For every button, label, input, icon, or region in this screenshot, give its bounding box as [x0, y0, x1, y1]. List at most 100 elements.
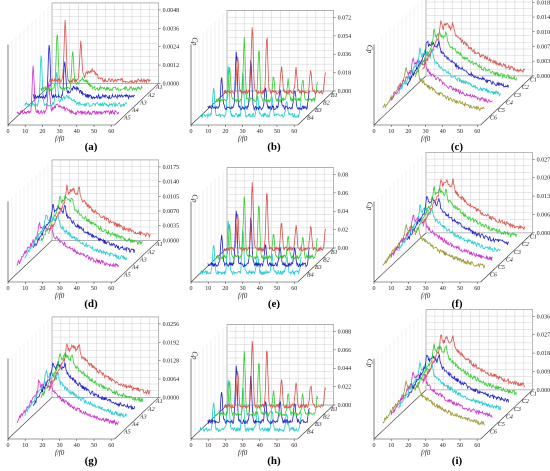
series-label-B1: B1 [331, 250, 338, 256]
x-axis-label: f/f0 [55, 135, 65, 143]
series-label-A4: A4 [131, 421, 139, 428]
series-line-C6 [382, 224, 485, 269]
x-tick-label: 60 [474, 443, 480, 449]
back-wall-grid [373, 0, 533, 126]
series-label-A2: A2 [147, 250, 155, 256]
series-line-A2 [40, 34, 143, 92]
x-tick-label: 50 [91, 443, 97, 449]
y-tick-label: 0.018 [338, 71, 352, 77]
depth-axis-line-left [373, 389, 427, 440]
x-tick-label: 40 [74, 443, 80, 449]
y-tick-label: 0.009 [537, 369, 550, 375]
series-label-B1: B1 [331, 93, 338, 99]
series-line-C6 [382, 380, 485, 426]
y-tick-label: 0.0024 [163, 45, 180, 51]
y-tick-label: 0.027 [537, 333, 550, 339]
x-tick-label: 0 [373, 129, 376, 135]
series-line-A4 [24, 55, 127, 108]
series-label-C6: C6 [490, 115, 497, 121]
depth-axis-line-left [190, 90, 228, 126]
x-axis-label: f/f0 [421, 449, 431, 457]
depth-axis-line-left [7, 83, 53, 126]
series-line-C1 [422, 178, 525, 231]
series-label-C3: C3 [514, 250, 521, 256]
series-label-C6: C6 [490, 272, 497, 278]
depth-axis-line-right [114, 83, 159, 126]
x-tick-label: 40 [257, 286, 263, 292]
y-tick-label: 0.0068 [537, 212, 550, 218]
series-label-A4: A4 [131, 264, 139, 271]
x-tick-label: 20 [39, 129, 45, 135]
series-line-B2 [215, 37, 318, 104]
x-tick-label: 50 [91, 286, 97, 292]
series-label-C4: C4 [506, 413, 513, 420]
depth-axis-line-left [7, 240, 53, 283]
x-tick-label: 50 [457, 129, 463, 135]
series-label-C2: C2 [522, 399, 529, 405]
series-label-B4: B4 [307, 114, 314, 121]
series-line-B3 [207, 365, 310, 426]
series-line-C5 [390, 56, 493, 104]
x-tick-label: 40 [257, 443, 263, 449]
series-label-C2: C2 [522, 85, 529, 91]
series-label-A1: A1 [155, 399, 163, 405]
x-tick-label: 60 [108, 443, 114, 449]
x-tick-label: 60 [291, 129, 297, 135]
y-tick-label: 0.0144 [537, 15, 550, 21]
x-axis-label: f/f0 [238, 292, 248, 300]
series-line-A5 [16, 379, 119, 426]
x-tick-label: 60 [108, 286, 114, 292]
x-tick-label: 40 [74, 129, 80, 135]
y-tick-label: 0.018 [537, 351, 550, 357]
y-tick-label: 0.022 [338, 385, 352, 391]
series-line-A3 [32, 44, 135, 100]
x-tick-label: 0 [373, 443, 376, 449]
series-line-C3 [406, 196, 509, 246]
x-tick-label: 10 [22, 129, 28, 135]
depth-axis-line-right [480, 75, 533, 126]
x-tick-label: 40 [440, 129, 446, 135]
y-tick-label: 0.088 [338, 329, 352, 335]
y-tick-label: 0.0256 [163, 322, 180, 328]
x-tick-label: 0 [190, 129, 193, 135]
series-line-C2 [414, 343, 517, 396]
series-line-A3 [32, 203, 135, 253]
x-tick-label: 20 [405, 129, 411, 135]
x-tick-label: 10 [388, 129, 394, 135]
x-tick-label: 30 [57, 443, 63, 449]
series-line-B3 [207, 51, 310, 112]
series-line-C5 [390, 371, 493, 419]
y-tick-label: 0.0000 [537, 74, 550, 80]
y-tick-label: 0.02 [338, 228, 349, 234]
depth-axis-line-left [373, 232, 427, 283]
y-axis-label: Cp [191, 194, 199, 203]
x-tick-label: 40 [440, 443, 446, 449]
panel-label: (b) [267, 141, 281, 153]
y-tick-label: 0.0000 [163, 395, 180, 401]
y-tick-label: 0.0192 [163, 340, 180, 346]
y-tick-label: 0.0105 [163, 194, 180, 200]
series-label-A5: A5 [123, 429, 131, 435]
x-tick-label: 60 [108, 129, 114, 135]
y-axis-label: Cp [191, 351, 199, 360]
panel-label: (g) [85, 455, 98, 467]
series-label-B4: B4 [307, 428, 314, 435]
depth-axis-line-left [190, 247, 228, 283]
x-axis-label: f/f0 [55, 292, 65, 300]
depth-axis-line-right [297, 90, 334, 126]
x-tick-label: 10 [205, 443, 211, 449]
y-tick-label: 0.0272 [537, 157, 550, 163]
y-axis-label: Cp [191, 37, 199, 46]
series-label-A2: A2 [147, 93, 155, 99]
series-line-C5 [390, 214, 493, 261]
series-label-C5: C5 [498, 422, 505, 428]
x-axis-label: f/f0 [421, 292, 431, 300]
series-label-C6: C6 [490, 429, 497, 435]
series-line-C4 [398, 47, 501, 97]
x-axis-label: f/f0 [238, 135, 248, 143]
